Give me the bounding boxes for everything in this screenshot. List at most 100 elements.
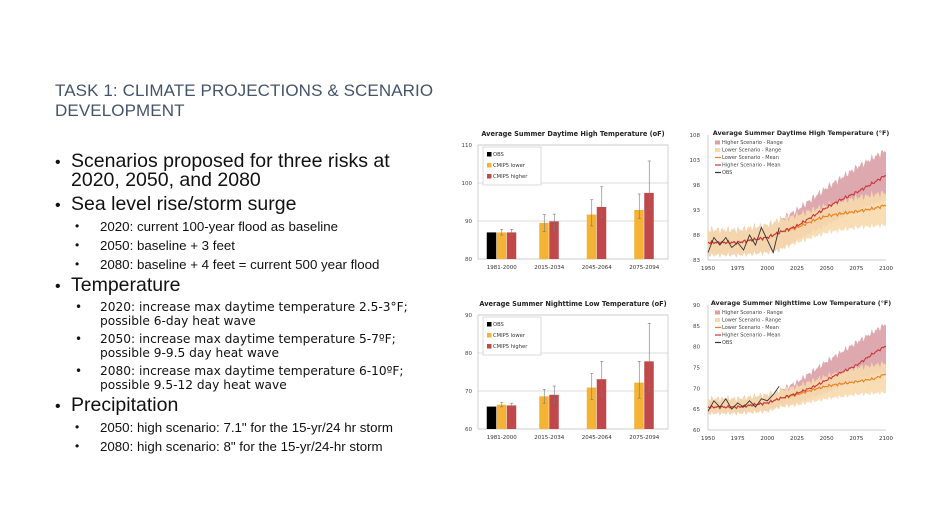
x-tick-label: 1950 <box>701 266 715 272</box>
chart-title: Average Summer Daytime High Temperature … <box>481 130 664 138</box>
line-higher-scenario-mean <box>707 345 887 410</box>
legend-label: OBS <box>493 322 504 328</box>
bullet-dot-icon: • <box>55 398 61 415</box>
sub-bullet-text: 2080: increase max daytime temperature 6… <box>100 364 404 392</box>
legend-label: CMIP5 lower <box>493 163 526 169</box>
sub-bullet: • 2020: increase max daytime temperature … <box>55 300 440 328</box>
x-tick-label: 2000 <box>760 266 774 272</box>
bar-cmip5-lower <box>539 396 549 429</box>
y-tick-label: 65 <box>693 407 700 413</box>
y-tick-label: 90 <box>693 303 700 309</box>
bullet-dot-icon: • <box>75 219 80 233</box>
y-tick-label: 60 <box>693 428 700 434</box>
bullet-text: Sea level rise/storm surge <box>71 193 297 215</box>
bar-cmip5-higher <box>549 394 559 429</box>
bullet-dot-icon: • <box>55 278 61 295</box>
y-tick-label: 83 <box>693 258 700 264</box>
y-tick-label: 70 <box>465 389 472 395</box>
legend-box <box>482 146 542 186</box>
bullet-scenarios: • Scenarios proposed for three risks at 2… <box>55 150 440 191</box>
legend-box <box>482 316 542 356</box>
x-tick-label: 2075 <box>849 436 863 442</box>
bar-obs <box>486 406 497 429</box>
legend-label: CMIP5 higher <box>493 344 528 350</box>
bar-cmip5-higher <box>596 379 607 429</box>
sub-bullet: • 2050: increase max daytime temperature … <box>55 332 440 360</box>
x-tick-label: 1975 <box>731 436 745 442</box>
x-tick-label: 2075-2094 <box>629 435 659 441</box>
sub-bullet: • 2080: baseline + 4 feet = current 500 y… <box>55 257 440 272</box>
legend-label: Higher Scenario - Mean <box>722 163 781 169</box>
x-tick-label: 2050 <box>820 436 834 442</box>
bar-cmip5-lower <box>634 209 644 259</box>
band-lower-scenario-range <box>708 361 886 416</box>
legend-swatch <box>487 333 492 338</box>
line-chart-daytime-high: Average Summer Daytime High Temperature … <box>690 129 894 272</box>
legend-label: Lower Scenario - Mean <box>722 155 779 161</box>
line-higher-scenario-mean <box>707 175 887 246</box>
x-tick-label: 2045-2064 <box>582 265 612 271</box>
bullet-dot-icon: • <box>75 332 83 346</box>
y-tick-label: 90 <box>465 219 472 225</box>
x-tick-label: 2015-2034 <box>534 435 564 441</box>
legend-swatch <box>487 322 492 327</box>
bar-cmip5-lower <box>586 214 597 259</box>
chart-title: Average Summer Nighttime Low Temperature… <box>711 299 891 307</box>
bar-chart-daytime-high: Average Summer Daytime High Temperature … <box>462 130 669 271</box>
legend-label: Higher Scenario - Mean <box>722 333 781 339</box>
legend-label: CMIP5 higher <box>493 174 528 180</box>
bar-cmip5-lower <box>496 232 507 259</box>
y-tick-label: 88 <box>693 233 700 239</box>
sub-bullet-text: 2050: high scenario: 7.1" for the 15-yr/… <box>100 420 393 435</box>
bar-cmip5-higher <box>506 405 517 429</box>
legend-label: OBS <box>722 340 732 346</box>
bullet-dot-icon: • <box>75 257 80 271</box>
bar-cmip5-higher <box>596 206 607 259</box>
line-obs <box>707 385 780 412</box>
chart-title: Average Summer Nighttime Low Temperature… <box>479 300 666 308</box>
legend-swatch <box>487 344 492 349</box>
legend-swatch <box>487 174 492 179</box>
y-tick-label: 70 <box>693 386 700 392</box>
legend-label: Higher Scenario - Range <box>722 140 783 146</box>
legend-swatch <box>715 148 720 152</box>
sub-bullet: • 2020: current 100-year flood as baselin… <box>55 219 440 234</box>
x-tick-label: 2075-2094 <box>629 265 659 271</box>
bar-chart-nighttime-low: Average Summer Nighttime Low Temperature… <box>465 300 669 441</box>
sub-bullet: • 2050: high scenario: 7.1" for the 15-yr… <box>55 420 440 435</box>
bar-cmip5-higher <box>644 361 654 429</box>
y-tick-label: 98 <box>693 183 700 189</box>
x-tick-label: 2100 <box>879 266 893 272</box>
bar-cmip5-lower <box>586 387 597 429</box>
bullet-text: Scenarios proposed for three risks at 20… <box>71 150 390 191</box>
bullet-precipitation: • Precipitation <box>55 395 440 415</box>
y-tick-label: 80 <box>465 257 472 263</box>
bullet-dot-icon: • <box>75 238 80 252</box>
legend-label: OBS <box>722 170 732 176</box>
y-tick-label: 108 <box>690 133 701 139</box>
y-tick-label: 60 <box>465 427 472 433</box>
bullet-list: • Scenarios proposed for three risks at 2… <box>55 150 440 458</box>
legend-label: Higher Scenario - Range <box>722 310 783 316</box>
legend-swatch <box>715 310 720 315</box>
x-tick-label: 2100 <box>879 436 893 442</box>
legend-label: Lower Scenario - Mean <box>722 325 779 331</box>
y-tick-label: 93 <box>693 208 700 214</box>
bar-cmip5-lower <box>539 222 549 259</box>
x-tick-label: 2000 <box>760 436 774 442</box>
y-tick-label: 85 <box>693 324 700 330</box>
y-tick-label: 80 <box>465 351 472 357</box>
bullet-dot-icon: • <box>55 154 61 171</box>
x-tick-label: 2050 <box>820 266 834 272</box>
x-tick-label: 2075 <box>849 266 863 272</box>
legend-label: OBS <box>493 152 504 158</box>
slide-title: TASK 1: CLIMATE PROJECTIONS & SCENARIO D… <box>55 81 434 120</box>
legend-swatch <box>487 163 492 168</box>
sub-bullet: • 2050: baseline + 3 feet <box>55 238 440 253</box>
chart-title: Average Summer Daytime High Temperature … <box>713 129 890 137</box>
bar-obs <box>486 232 497 259</box>
sub-bullet-text: 2080: high scenario: 8" for the 15-yr/24… <box>100 439 383 454</box>
bar-cmip5-lower <box>496 404 507 429</box>
legend-label: Lower Scenario - Range <box>722 318 781 324</box>
line-chart-nighttime-low: Average Summer Nighttime Low Temperature… <box>693 299 893 442</box>
